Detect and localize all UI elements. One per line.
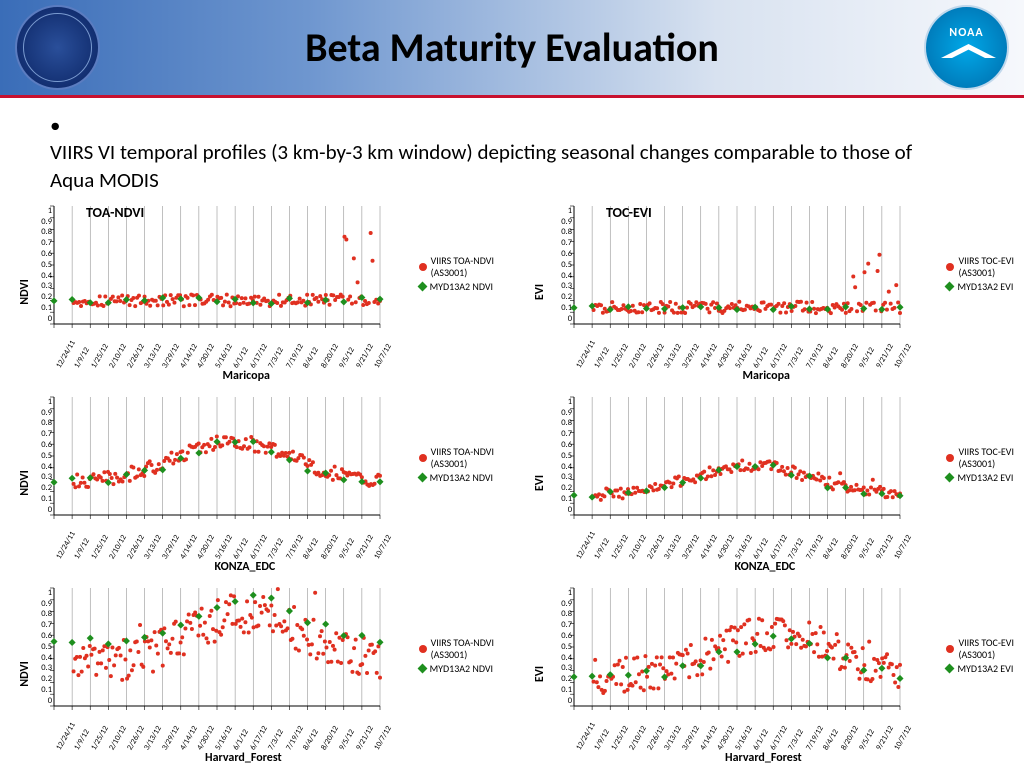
column-label: TOC-EVI	[606, 204, 652, 221]
chart-panel-Maricopa-NDVI: TOA-NDVINDVIMaricopa10.90.80.70.60.50.40…	[6, 200, 496, 385]
scatter-plot	[6, 200, 496, 385]
column-label: TOA-NDVI	[86, 204, 144, 221]
scatter-plot	[6, 391, 496, 576]
noaa-logo: NOAA	[924, 5, 1009, 90]
chart-panel-Harvard_Forest-NDVI: NDVIHarvard_Forest10.90.80.70.60.50.40.3…	[6, 582, 496, 767]
chart-panel-Harvard_Forest-EVI: EVIHarvard_Forest10.90.80.70.60.50.40.30…	[526, 582, 1016, 767]
chart-grid: TOA-NDVINDVIMaricopa10.90.80.70.60.50.40…	[0, 200, 1024, 767]
chart-panel-Maricopa-EVI: TOC-EVIEVIMaricopa10.90.80.70.60.50.40.3…	[526, 200, 1016, 385]
slide-title: Beta Maturity Evaluation	[305, 23, 719, 72]
description-bullet: • VIIRS VI temporal profiles (3 km-by-3 …	[0, 98, 1024, 200]
scatter-plot	[526, 200, 1016, 385]
nesdis-star-logo	[15, 5, 100, 90]
slide-header: Beta Maturity Evaluation NOAA	[0, 0, 1024, 98]
scatter-plot	[526, 582, 1016, 767]
chart-panel-KONZA_EDC-EVI: EVIKONZA_EDC10.90.80.70.60.50.40.30.20.1…	[526, 391, 1016, 576]
description-text: VIIRS VI temporal profiles (3 km-by-3 km…	[50, 139, 950, 194]
scatter-plot	[6, 582, 496, 767]
scatter-plot	[526, 391, 1016, 576]
bullet-icon: •	[50, 112, 74, 139]
chart-panel-KONZA_EDC-NDVI: NDVIKONZA_EDC10.90.80.70.60.50.40.30.20.…	[6, 391, 496, 576]
